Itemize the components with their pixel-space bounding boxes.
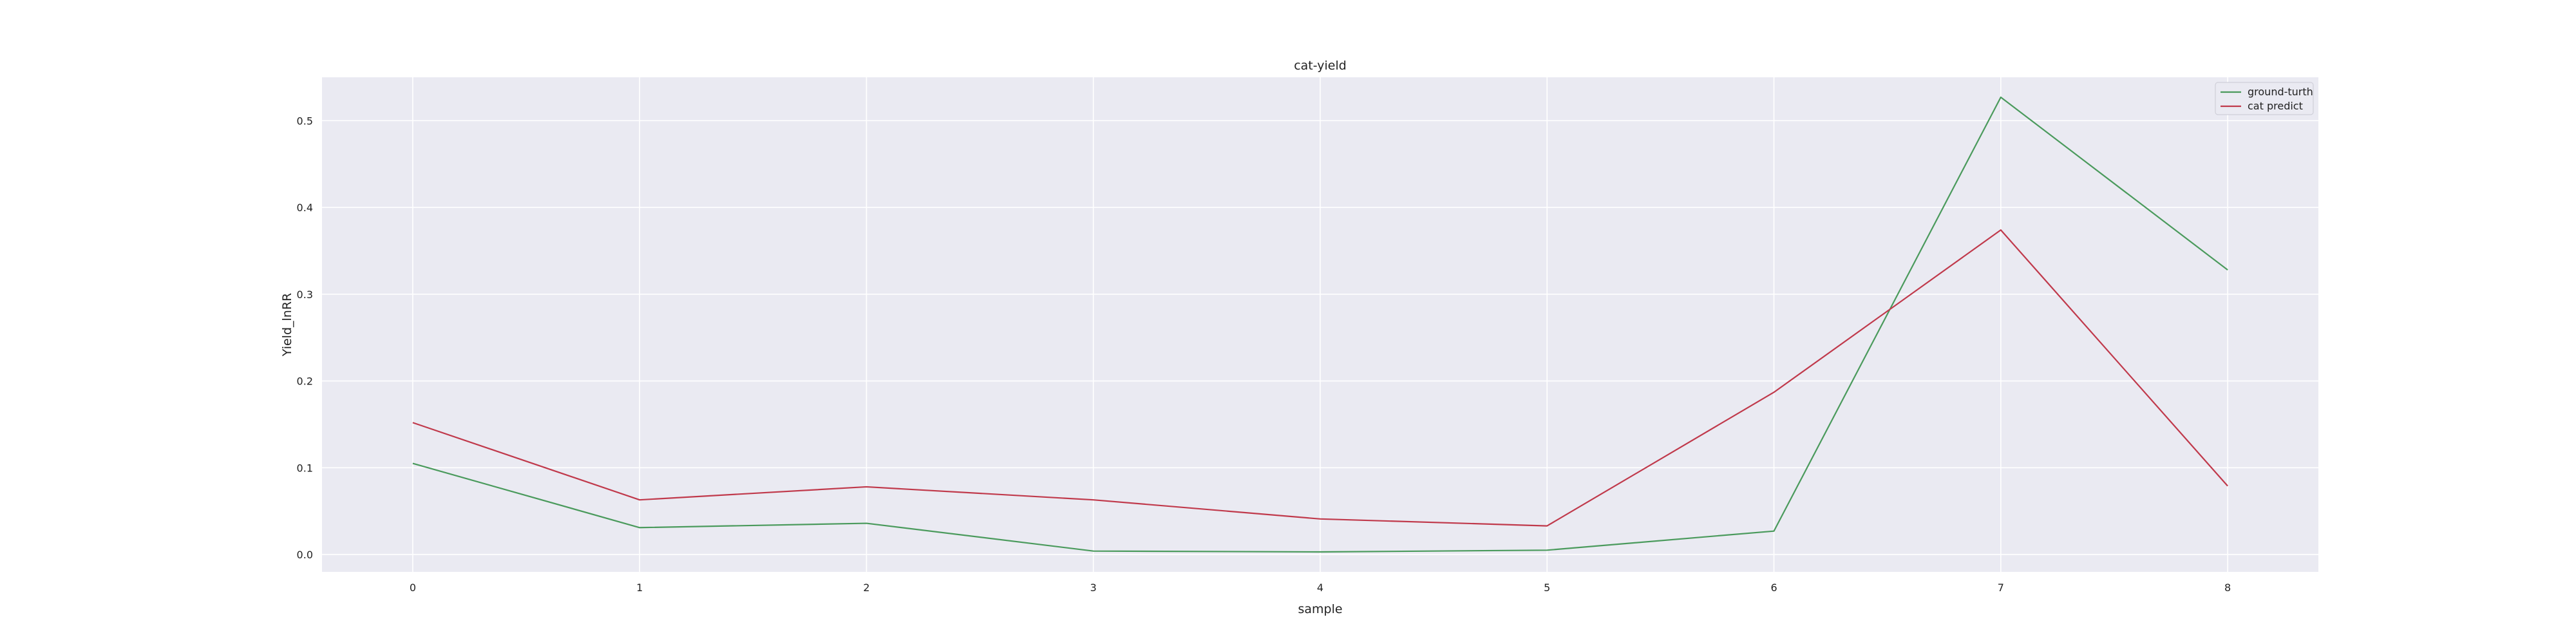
x-tick-label: 6 [1770, 582, 1777, 594]
legend: ground-turth cat predict [2215, 82, 2314, 115]
x-tick-label: 5 [1544, 582, 1550, 594]
x-tick-label: 3 [1090, 582, 1097, 594]
x-axis-title: sample [1298, 602, 1342, 616]
x-tick-label: 0 [410, 582, 416, 594]
y-tick-label: 0.1 [297, 462, 313, 474]
x-tick-label: 1 [636, 582, 643, 594]
x-tick-label: 4 [1317, 582, 1323, 594]
y-tick-label: 0.2 [297, 375, 313, 388]
x-tick-label: 7 [1998, 582, 2004, 594]
chart-title: cat-yield [1294, 59, 1347, 73]
series-layer [412, 96, 2228, 553]
y-axis-title: Yield_lnRR [280, 293, 294, 357]
y-tick-label: 0.3 [297, 289, 313, 301]
y-tick-label: 0.0 [297, 549, 313, 561]
y-tick-labels: 0.0 0.1 0.2 0.3 0.4 0.5 [297, 115, 313, 561]
legend-label: ground-turth [2248, 86, 2313, 98]
legend-label: cat predict [2248, 100, 2303, 112]
y-tick-label: 0.5 [297, 115, 313, 127]
grid [322, 77, 2318, 572]
x-tick-labels: 0 1 2 3 4 5 6 7 8 [410, 582, 2231, 594]
series-line-ground-turth [412, 96, 2228, 553]
x-tick-label: 8 [2224, 582, 2231, 594]
series-line-cat-predict [412, 229, 2228, 527]
y-tick-label: 0.4 [297, 202, 313, 214]
x-tick-label: 2 [863, 582, 869, 594]
